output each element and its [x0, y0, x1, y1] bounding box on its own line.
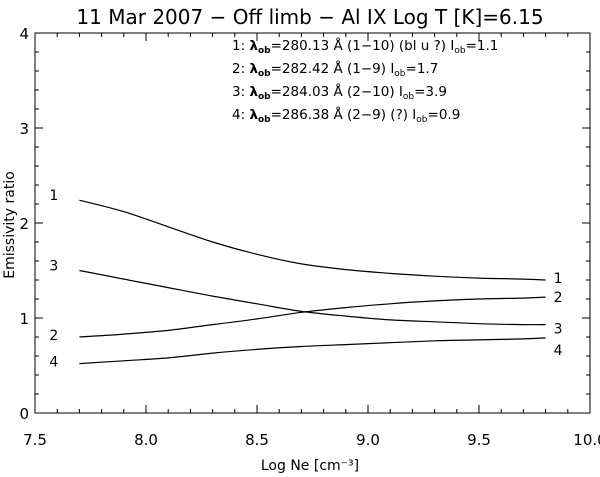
curve-label-right-2: 2 — [554, 290, 563, 306]
legend: 1: λob=280.13 Å (1−10) (bl u ?) Iob=1.12… — [232, 37, 498, 125]
legend-intensity-symbol: I — [390, 61, 394, 77]
legend-intensity-value: =0.9 — [428, 107, 461, 123]
x-tick-label: 10.0 — [573, 431, 600, 449]
legend-intensity-value: =1.7 — [406, 61, 439, 77]
legend-number: 3: — [232, 84, 249, 100]
legend-intensity-sub: ob — [394, 69, 406, 79]
curve-label-left-3: 3 — [49, 259, 58, 275]
legend-intensity-sub: ob — [416, 115, 428, 125]
series-curves — [79, 199, 546, 365]
curve-label-right-1: 1 — [554, 271, 563, 287]
curve-label-right-3: 3 — [554, 322, 563, 338]
legend-lambda: λ — [249, 38, 258, 54]
legend-number: 4: — [232, 107, 249, 123]
legend-lambda: λ — [249, 84, 258, 100]
y-tick-label: 0 — [19, 405, 29, 423]
series-line-1 — [79, 199, 546, 281]
legend-lambda-sub: ob — [258, 115, 271, 125]
legend-lambda-sub: ob — [258, 92, 271, 102]
curve-label-right-4: 4 — [554, 343, 563, 359]
legend-intensity-value: =3.9 — [414, 84, 447, 100]
legend-lambda: λ — [249, 61, 258, 77]
chart-title: 11 Mar 2007 − Off limb − Al IX Log T [K]… — [76, 5, 543, 29]
series-line-3 — [79, 269, 546, 326]
y-tick-label: 2 — [19, 215, 29, 233]
y-tick-label: 1 — [19, 310, 29, 328]
legend-entry-4: 4: λob=286.38 Å (2−9) (?) Iob=0.9 — [232, 106, 460, 125]
series-line-4 — [79, 337, 546, 365]
curve-label-left-2: 2 — [49, 328, 58, 344]
legend-number: 1: — [232, 38, 249, 54]
legend-lambda: λ — [249, 107, 258, 123]
legend-entry-2: 2: λob=282.42 Å (1−9) Iob=1.7 — [232, 60, 438, 79]
curve-label-left-1: 1 — [49, 188, 58, 204]
x-tick-label: 8.0 — [134, 431, 158, 449]
legend-entry-3: 3: λob=284.03 Å (2−10) Iob=3.9 — [232, 83, 447, 102]
x-tick-label: 9.0 — [356, 431, 380, 449]
legend-intensity-sub: ob — [403, 92, 415, 102]
legend-lambda-sub: ob — [258, 46, 271, 56]
y-axis-label: Emissivity ratio — [2, 171, 18, 279]
y-tick-label: 3 — [19, 120, 29, 138]
legend-wavelength: =280.13 Å (1−10) (bl u ?) — [271, 37, 451, 54]
legend-wavelength: =282.42 Å (1−9) — [271, 60, 391, 77]
legend-wavelength: =284.03 Å (2−10) — [271, 83, 399, 100]
legend-intensity-value: =1.1 — [466, 38, 499, 54]
legend-intensity-symbol: I — [412, 107, 416, 123]
legend-lambda-sub: ob — [258, 69, 271, 79]
series-line-2 — [79, 296, 546, 338]
curve-label-left-4: 4 — [49, 355, 58, 371]
legend-intensity-symbol: I — [450, 38, 454, 54]
y-tick-label: 4 — [19, 25, 29, 43]
axis-ticks: 7.5 8.0 8.5 9.0 9.5 10.0 0 1 2 3 4 — [19, 25, 600, 449]
legend-intensity-sub: ob — [454, 46, 466, 56]
x-tick-label: 9.5 — [467, 431, 491, 449]
x-tick-label: 7.5 — [23, 431, 47, 449]
x-tick-label: 8.5 — [245, 431, 269, 449]
legend-number: 2: — [232, 61, 249, 77]
legend-entry-1: 1: λob=280.13 Å (1−10) (bl u ?) Iob=1.1 — [232, 37, 498, 56]
curve-labels: 1 1 2 2 3 3 4 4 — [49, 188, 562, 370]
legend-intensity-symbol: I — [399, 84, 403, 100]
legend-wavelength: =286.38 Å (2−9) (?) — [271, 106, 413, 123]
x-axis-label: Log Ne [cm⁻³] — [261, 458, 359, 474]
